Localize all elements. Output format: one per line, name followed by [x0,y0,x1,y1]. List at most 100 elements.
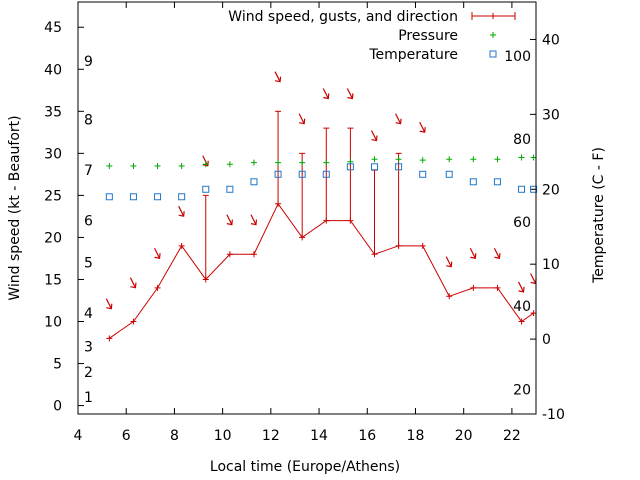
tick-marks-layer [77,2,536,415]
legend-marker-pressure [490,32,496,38]
series-layer [105,71,538,342]
wind-direction-arrow [154,247,161,259]
wind-speed-point [130,318,137,325]
wind-speed-point [202,276,209,283]
arrow-shaft [395,113,402,124]
wind-direction-arrow [250,214,258,226]
wind-speed-point [323,217,330,224]
temperature-point [226,185,234,193]
pressure-point [494,156,501,163]
legend-marker-wind [490,13,496,19]
pressure-point [299,159,306,166]
y-tick-label: 40 [44,62,62,78]
arrow-head [154,253,161,259]
arrow-shaft [178,205,185,217]
temperature-point [346,163,354,171]
wind-direction-arrow [445,256,453,268]
y2-axis-label: Temperature (C - F) [591,147,607,284]
arrow-head [274,76,282,83]
legend-label-temperature: Temperature [368,47,458,63]
y-tick-label: 20 [44,230,62,246]
temperature-point [530,185,538,193]
arrow-shaft [469,247,476,259]
pressure-point [226,161,233,168]
wind-speed-point [250,251,257,258]
wind-speed-point [470,284,477,291]
x-axis-label: Local time (Europe/Athens) [210,459,400,475]
y2-tick-label: 10 [542,257,560,273]
arrow-shaft [493,247,500,259]
temperature-point [154,193,162,201]
temperature-point [105,193,113,201]
wind-speed-point [106,335,113,342]
fahrenheit-label: 60 [513,215,531,231]
wind-direction-arrow [105,298,113,310]
beaufort-label: 3 [84,340,93,356]
arrow-shaft [105,298,112,309]
wind-direction-arrow [226,214,233,226]
temperature-point [250,178,258,186]
x-tick-label: 12 [262,428,280,444]
arrow-shaft [274,71,281,82]
wind-direction-arrow [178,205,185,217]
wind-speed-point [446,293,453,300]
wind-speed-point [371,251,378,258]
legend-label-wind: Wind speed, gusts, and direction [228,9,458,25]
pressure-point [323,159,330,166]
pressure-point [419,157,426,164]
pressure-point [371,156,378,163]
wind-speed-point [395,242,402,249]
y2-tick-label: 20 [542,182,560,198]
y-tick-label: 45 [44,20,62,36]
arrow-shaft [226,214,233,225]
y-tick-label: 30 [44,146,62,162]
wind-speed-point [347,217,354,224]
y2-tick-label: 30 [542,107,560,123]
wind-direction-arrow [274,71,282,83]
arrow-head [395,118,402,125]
y2-tick-label: -10 [542,407,565,423]
arrow-head [250,219,258,226]
temperature-point [419,170,427,178]
arrow-head [106,303,113,310]
beaufort-label: 5 [84,256,93,272]
temperature-point [493,178,501,186]
beaufort-label: 4 [84,306,93,322]
wind-speed-point [494,284,501,291]
arrow-shaft [154,247,161,259]
arrow-shaft [250,214,257,225]
arrow-head [347,93,354,100]
wind-speed-point [226,251,233,258]
beaufort-label: 2 [84,365,93,381]
y-tick-label: 10 [44,315,62,331]
temperature-point [469,178,477,186]
arrow-head [226,219,233,226]
wind-speed-point [419,242,426,249]
fahrenheit-label: 40 [513,299,531,315]
arrow-head [494,253,501,259]
wind-speed-point [275,200,282,207]
arrow-head [419,127,426,133]
wind-direction-arrow [493,247,501,259]
y-tick-label: 0 [53,399,62,415]
wind-direction-arrow [322,88,330,100]
temperature-point [202,185,210,193]
legend-label-pressure: Pressure [398,28,458,44]
arrow-shaft [346,88,353,99]
arrow-shaft [530,273,537,284]
arrow-head [299,118,306,125]
temperature-point [445,170,453,178]
arrow-shaft [445,256,452,267]
wind-direction-arrow [346,88,354,100]
text-layer: 4 6 8 10 12 14 16 18 20 22051015202530354045-1001… [44,20,565,444]
arrow-shaft [322,88,329,99]
temperature-point [178,193,186,201]
legend-marker-temperature [489,50,497,58]
arrow-head [130,282,137,289]
pressure-point [395,156,402,163]
wind-direction-arrow [518,281,525,293]
wind-direction-arrow [370,130,378,142]
beaufort-label: 6 [84,214,93,230]
